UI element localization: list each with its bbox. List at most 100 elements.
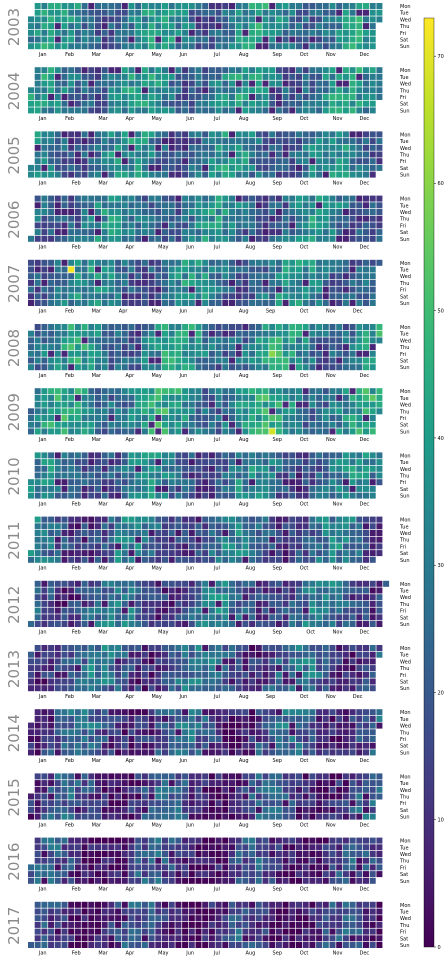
heatmap-cell (28, 94, 34, 100)
heatmap-cell (54, 786, 61, 793)
heatmap-cell (229, 131, 235, 138)
heatmap-cell (61, 144, 68, 151)
heatmap-cell (369, 600, 376, 607)
heatmap-cell (322, 388, 329, 395)
heatmap-cell (68, 350, 75, 357)
heatmap-cell (202, 536, 209, 543)
heatmap-cell (363, 394, 369, 401)
heatmap-cell (195, 465, 202, 472)
month-label: Jan (38, 52, 47, 58)
heatmap-cell (148, 286, 155, 293)
heatmap-cell (349, 556, 356, 563)
heatmap-cell (376, 614, 383, 621)
heatmap-cell (121, 337, 128, 344)
heatmap-cell (316, 300, 323, 306)
heatmap-cell (141, 87, 148, 94)
heatmap-cell (249, 736, 256, 742)
month-label: Jun (179, 694, 188, 700)
heatmap-cell (222, 793, 229, 800)
heatmap-cell (148, 364, 155, 371)
heatmap-cell (188, 229, 195, 236)
heatmap-cell (175, 678, 182, 685)
heatmap-cell (289, 235, 296, 242)
heatmap-cell (195, 793, 202, 800)
heatmap-cell (262, 215, 269, 222)
heatmap-cell (188, 516, 195, 523)
heatmap-cell (95, 580, 101, 587)
heatmap-cell (115, 324, 122, 330)
heatmap-cell (135, 388, 142, 395)
heatmap-cell (115, 459, 122, 466)
heatmap-cell (108, 23, 115, 30)
heatmap-cell (208, 587, 215, 594)
heatmap-cell (376, 215, 383, 222)
heatmap-cell (376, 9, 383, 16)
heatmap-cell (249, 658, 256, 665)
heatmap-cell (41, 614, 48, 621)
heatmap-cell (34, 235, 41, 242)
heatmap-cell (148, 736, 155, 742)
heatmap-cell (81, 645, 88, 651)
heatmap-cell (74, 388, 81, 395)
heatmap-cell (81, 279, 88, 286)
heatmap-cell (135, 364, 142, 371)
heatmap-cell (81, 266, 88, 273)
heatmap-cell (135, 259, 142, 266)
heatmap-cell (222, 171, 229, 178)
heatmap-cell (155, 16, 162, 23)
month-label: Jan (38, 630, 47, 636)
heatmap-cell (41, 293, 48, 300)
heatmap-cell (363, 600, 369, 607)
heatmap-cell (249, 729, 256, 736)
heatmap-cell (101, 516, 108, 523)
day-label: Fri (400, 480, 406, 486)
heatmap-cell (282, 465, 289, 472)
heatmap-cell (222, 266, 229, 273)
heatmap-cell (356, 452, 363, 459)
heatmap-cell (108, 350, 115, 357)
heatmap-cell (135, 472, 142, 479)
heatmap-cell (363, 87, 369, 94)
heatmap-cell (235, 621, 242, 627)
heatmap-cell (28, 651, 34, 658)
month-label: Jan (38, 116, 47, 122)
heatmap-cell (101, 813, 108, 820)
heatmap-cell (34, 536, 41, 543)
heatmap-cell (202, 350, 209, 357)
heatmap-cell (349, 729, 356, 736)
day-label: Mon (400, 4, 411, 10)
heatmap-cell (195, 73, 202, 80)
heatmap-cell (155, 229, 162, 236)
heatmap-cell (54, 151, 61, 158)
heatmap-cell (88, 556, 95, 563)
heatmap-cell (81, 195, 88, 202)
heatmap-cell (316, 67, 323, 74)
heatmap-cell (74, 215, 81, 222)
heatmap-cell (356, 222, 363, 229)
heatmap-cell (296, 330, 302, 337)
heatmap-cell (188, 151, 195, 158)
heatmap-cell (275, 357, 282, 364)
heatmap-cell (141, 421, 148, 428)
heatmap-cell (282, 3, 289, 9)
heatmap-cell (188, 73, 195, 80)
heatmap-cell (356, 273, 363, 280)
heatmap-cell (322, 158, 329, 165)
heatmap-cell (269, 131, 276, 138)
heatmap-cell (208, 600, 215, 607)
heatmap-cell (255, 729, 262, 736)
heatmap-cell (54, 80, 61, 87)
heatmap-cell (128, 421, 135, 428)
heatmap-cell (162, 665, 168, 672)
heatmap-cell (269, 459, 276, 466)
heatmap-cell (329, 337, 336, 344)
heatmap-cell (135, 144, 142, 151)
heatmap-cell (148, 516, 155, 523)
heatmap-cell (141, 202, 148, 209)
heatmap-cell (48, 459, 55, 466)
heatmap-cell (222, 516, 229, 523)
month-label: Nov (326, 437, 336, 443)
